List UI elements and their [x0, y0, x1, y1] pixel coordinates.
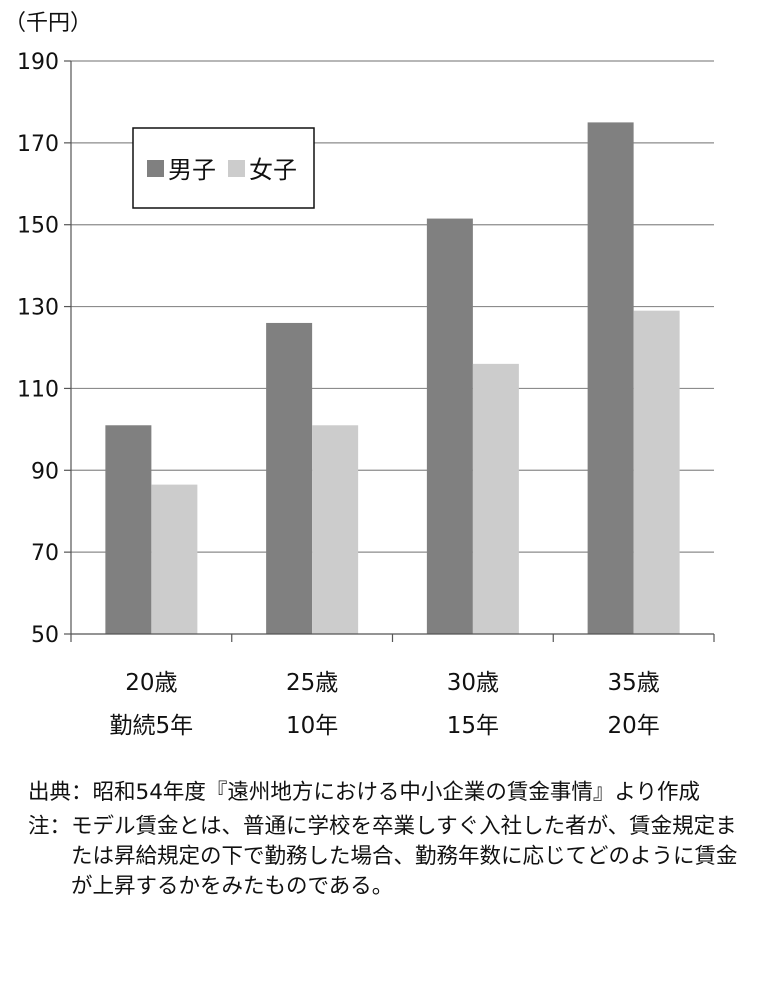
y-tick-label: 70 — [31, 541, 59, 566]
y-tick-label: 110 — [17, 377, 59, 402]
bar-female-2 — [472, 363, 519, 634]
bar-male-0 — [105, 425, 152, 634]
source-label: 出典： — [28, 780, 93, 805]
source-note: 出典： 昭和54年度『遠州地方における中小企業の賃金事情』より作成 — [28, 778, 743, 808]
legend-swatch-female — [228, 160, 245, 177]
note-label: 注： — [28, 814, 72, 839]
y-tick-label: 90 — [31, 459, 59, 484]
source-text: 昭和54年度『遠州地方における中小企業の賃金事情』より作成 — [92, 780, 700, 805]
axes — [64, 60, 715, 642]
x-category-age-label: 30歳 — [447, 670, 499, 696]
x-category-age-label: 35歳 — [607, 670, 659, 696]
x-category-tenure-label: 20年 — [607, 713, 659, 739]
y-tick-label: 150 — [17, 214, 59, 239]
definition-note: 注： モデル賃金とは、普通に学校を卒業しすぐ入社した者が、賃金規定または昇給規定… — [28, 812, 743, 902]
legend-label-female: 女子 — [249, 156, 297, 184]
y-tick-label: 130 — [17, 296, 59, 321]
x-category-tenure-label: 勤続5年 — [110, 713, 194, 739]
note-text: モデル賃金とは、普通に学校を卒業しすぐ入社した者が、賃金規定または昇給規定の下で… — [71, 814, 738, 899]
x-category-tenure-label: 10年 — [286, 713, 338, 739]
x-category-tenure-label: 15年 — [447, 713, 499, 739]
y-tick-label: 170 — [17, 132, 59, 157]
bar-male-2 — [426, 218, 473, 634]
x-category-age-label: 25歳 — [286, 670, 338, 696]
bar-male-3 — [587, 122, 634, 635]
bars — [105, 122, 680, 635]
bar-female-0 — [151, 484, 198, 634]
y-tick-labels: 50 70 90 110 130 150 170 190 — [17, 50, 59, 648]
legend-label-male: 男子 — [168, 156, 216, 184]
y-tick-label: 50 — [31, 623, 59, 648]
legend-swatch-male — [147, 160, 164, 177]
notes-section: 出典： 昭和54年度『遠州地方における中小企業の賃金事情』より作成 注： モデル… — [28, 778, 743, 906]
bar-female-3 — [633, 310, 680, 634]
y-tick-label: 190 — [17, 50, 59, 75]
bar-female-1 — [312, 425, 359, 634]
x-category-age-label: 20歳 — [125, 670, 177, 696]
bar-male-1 — [266, 322, 313, 634]
legend: 男子 女子 — [132, 127, 315, 209]
y-axis-unit-label: （千円） — [4, 11, 92, 36]
